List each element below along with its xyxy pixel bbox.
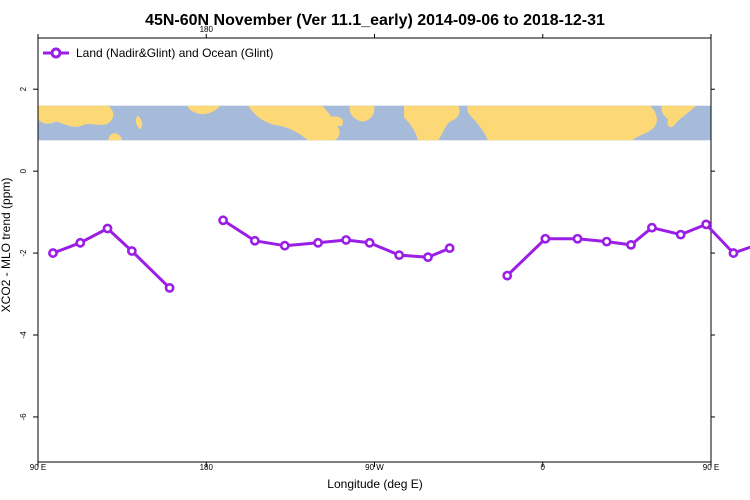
data-point xyxy=(423,252,433,263)
data-point xyxy=(313,237,323,248)
x-tick-label: 90 W xyxy=(365,463,384,472)
y-axis-ticks: -6 -4 -2 0 2 xyxy=(19,86,715,420)
data-point xyxy=(394,250,405,261)
data-point xyxy=(626,239,636,250)
map-land xyxy=(38,105,696,141)
y-tick-label: -2 xyxy=(19,249,28,257)
y-tick-label: -6 xyxy=(19,413,28,421)
x-tick-label: 90 E xyxy=(703,463,719,472)
x-tick-label: 180 xyxy=(200,463,214,472)
data-point xyxy=(341,235,351,245)
series-line-segment xyxy=(506,222,750,277)
series-line-segment xyxy=(52,227,171,289)
y-tick-label: 2 xyxy=(19,86,28,91)
y-tick-label: -4 xyxy=(19,331,28,339)
data-point xyxy=(218,215,228,226)
top-tick-label: 180 xyxy=(200,25,214,34)
data-point xyxy=(728,248,739,258)
y-tick-label: 0 xyxy=(19,168,28,173)
data-point xyxy=(364,237,375,248)
x-tick-label: 0 xyxy=(541,463,546,472)
data-point xyxy=(701,219,712,230)
data-point xyxy=(647,222,657,233)
world-map-strip xyxy=(38,105,711,141)
data-point xyxy=(75,237,86,248)
legend-entry-label: Land (Nadir&Glint) and Ocean (Glint) xyxy=(76,46,273,60)
data-point xyxy=(601,236,612,247)
data-point xyxy=(102,223,113,234)
legend: Land (Nadir&Glint) and Ocean (Glint) xyxy=(43,46,273,60)
data-point xyxy=(48,248,58,258)
data-point xyxy=(444,243,455,254)
x-tick-label: 90 E xyxy=(30,463,46,472)
data-point xyxy=(540,233,551,244)
x-axis-label: Longitude (deg E) xyxy=(327,477,422,491)
data-point xyxy=(502,270,513,281)
data-point xyxy=(164,282,175,293)
data-point xyxy=(572,233,583,244)
x-axis-ticks: 90 E 180 90 W 0 90 E xyxy=(30,462,719,472)
y-axis-label: XCO2 - MLO trend (ppm) xyxy=(0,178,13,313)
top-axis-ticks: 180 xyxy=(37,25,712,38)
series-layer xyxy=(48,215,750,293)
data-point xyxy=(249,235,260,246)
data-point xyxy=(675,229,686,240)
plot-frame xyxy=(37,37,712,463)
chart-title: 45N-60N November (Ver 11.1_early) 2014-0… xyxy=(145,12,605,29)
data-point xyxy=(279,240,290,251)
data-point xyxy=(126,246,137,256)
legend-marker xyxy=(50,47,62,59)
